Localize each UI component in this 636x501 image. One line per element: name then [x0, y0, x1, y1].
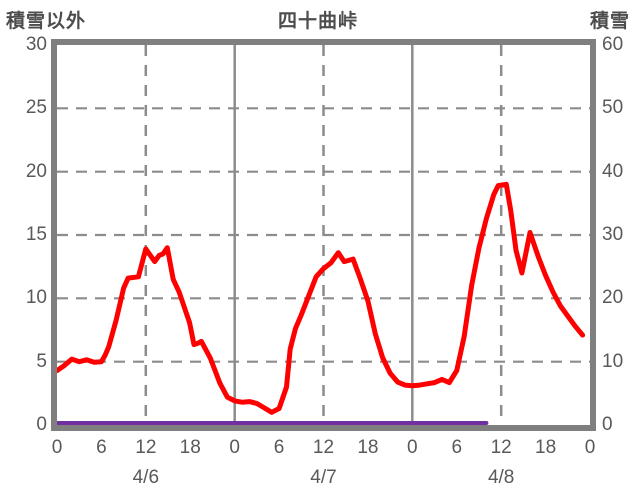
left-y-tick-label: 20	[25, 160, 47, 182]
right-y-tick-label: 40	[602, 160, 624, 182]
chart-canvas	[57, 45, 590, 425]
right-axis-title: 積雪	[589, 11, 630, 32]
left-y-tick-label: 25	[25, 97, 47, 119]
x-tick-label: 12	[490, 437, 512, 458]
date-label: 4/8	[487, 467, 515, 488]
x-tick-label: 6	[273, 437, 285, 458]
x-tick-label: 12	[312, 437, 335, 458]
x-tick-label: 0	[407, 437, 418, 458]
x-tick-label: 18	[357, 437, 379, 458]
left-y-tick-label: 15	[25, 224, 47, 245]
left-y-tick-label: 30	[25, 34, 47, 55]
right-y-tick-label: 60	[602, 34, 624, 55]
chart-title: 四十曲峠	[277, 11, 358, 32]
x-tick-label: 0	[584, 437, 596, 458]
right-y-tick-label: 50	[602, 97, 624, 119]
left-y-tick-label: 0	[36, 414, 47, 435]
x-tick-label: 18	[535, 437, 557, 458]
non-snow-series-line	[57, 181, 586, 415]
date-label: 4/6	[132, 467, 160, 488]
left-y-tick-label: 5	[36, 350, 47, 372]
x-tick-label: 18	[179, 437, 201, 458]
right-y-tick-label: 20	[602, 287, 624, 309]
x-tick-label: 6	[451, 437, 463, 458]
x-tick-label: 0	[51, 437, 63, 458]
right-y-tick-label: 10	[602, 350, 624, 372]
right-y-tick-label: 30	[602, 224, 624, 245]
x-tick-label: 6	[96, 437, 107, 458]
plot-area	[51, 39, 596, 431]
date-label: 4/7	[310, 467, 337, 488]
x-tick-label: 12	[135, 437, 157, 458]
left-y-tick-label: 10	[25, 287, 47, 309]
left-axis-title: 積雪以外	[6, 11, 87, 32]
x-tick-label: 0	[229, 437, 240, 458]
right-y-tick-label: 0	[602, 414, 613, 435]
